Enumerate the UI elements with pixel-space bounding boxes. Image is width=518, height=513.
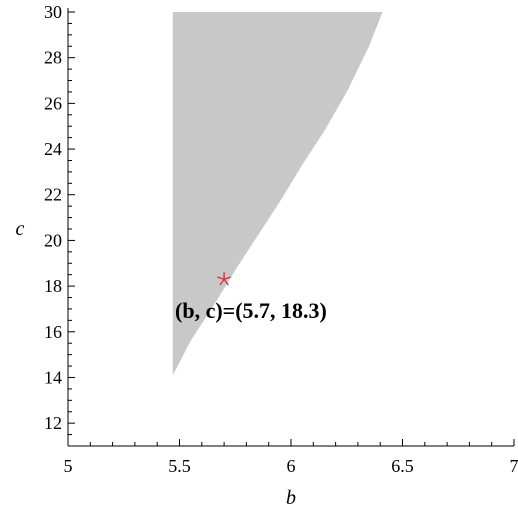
point-annotation: (b, c)=(5.7, 18.3) — [175, 298, 327, 323]
x-axis-label: b — [286, 487, 296, 509]
y-tick-label: 30 — [44, 2, 62, 22]
y-axis-label: c — [16, 218, 25, 240]
y-tick-label: 18 — [44, 276, 62, 296]
feasible-region — [172, 12, 383, 376]
y-tick-label: 16 — [44, 322, 62, 342]
y-tick-label: 14 — [44, 367, 62, 387]
y-tick-label: 26 — [44, 93, 62, 113]
y-tick-label: 20 — [44, 230, 62, 250]
x-tick-label: 5 — [64, 456, 73, 476]
x-tick-label: 7 — [510, 456, 518, 476]
x-tick-label: 5.5 — [168, 456, 191, 476]
y-ticks: 12 14 16 18 20 22 24 26 28 30 — [44, 2, 75, 447]
y-tick-label: 24 — [44, 139, 62, 159]
y-tick-label: 22 — [44, 185, 62, 205]
y-tick-label: 28 — [44, 48, 62, 68]
x-tick-label: 6.5 — [391, 456, 414, 476]
data-point-star — [217, 272, 231, 286]
x-ticks: 5 5.5 6 6.5 7 — [64, 439, 518, 476]
y-tick-label: 12 — [44, 413, 62, 433]
x-tick-label: 6 — [287, 456, 296, 476]
